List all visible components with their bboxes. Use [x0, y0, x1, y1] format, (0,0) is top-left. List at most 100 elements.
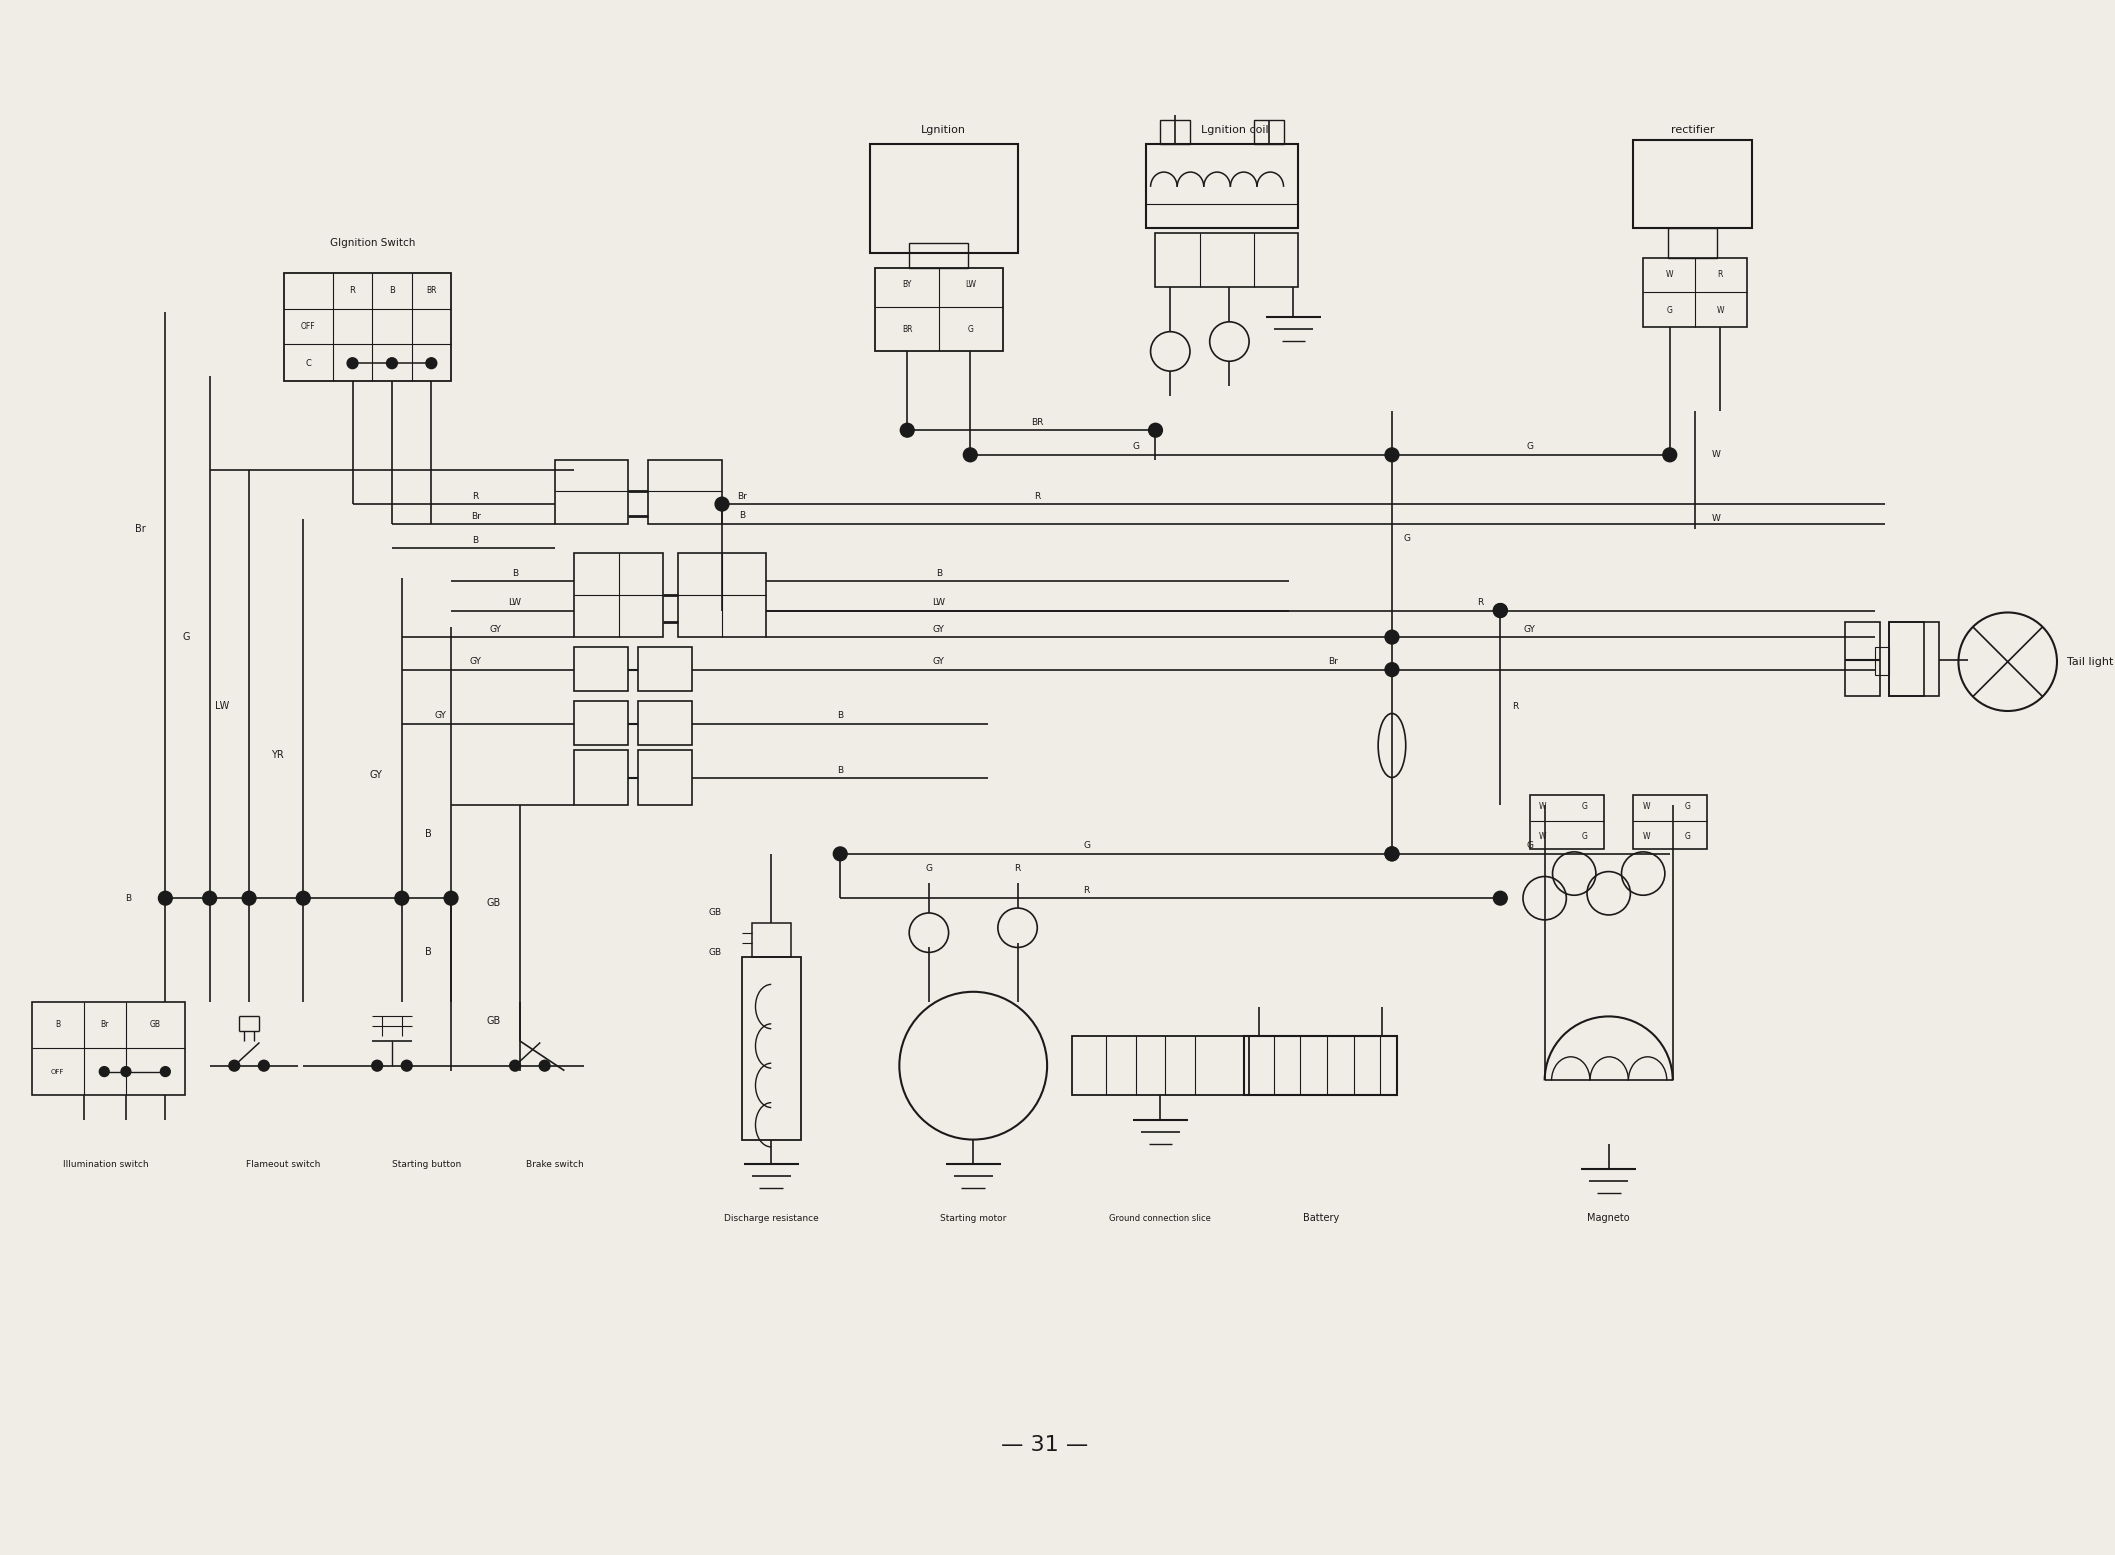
Text: Illumination switch: Illumination switch: [63, 1160, 148, 1169]
Bar: [1072, 1036, 1250, 1095]
Text: GY: GY: [434, 712, 446, 720]
Text: B: B: [838, 765, 844, 774]
Bar: [869, 145, 1017, 253]
Text: B: B: [935, 569, 941, 577]
Text: BR: BR: [425, 286, 436, 295]
Text: Tail light: Tail light: [2066, 656, 2113, 667]
Bar: [1889, 622, 1939, 697]
Circle shape: [372, 1061, 383, 1071]
Bar: [677, 554, 766, 638]
Circle shape: [1385, 847, 1398, 861]
Text: Starting motor: Starting motor: [939, 1214, 1007, 1222]
Bar: [573, 701, 628, 745]
Text: Flameout switch: Flameout switch: [245, 1160, 321, 1169]
Text: W: W: [1667, 271, 1673, 278]
Bar: [573, 751, 628, 804]
Text: G: G: [1527, 443, 1533, 451]
Circle shape: [510, 1061, 520, 1071]
Text: G: G: [967, 325, 973, 334]
Circle shape: [203, 891, 216, 905]
Text: OFF: OFF: [300, 322, 315, 331]
Text: LW: LW: [933, 599, 945, 606]
Text: G: G: [1684, 802, 1690, 812]
Text: GB: GB: [709, 908, 721, 917]
Text: G: G: [1527, 841, 1533, 851]
Text: G: G: [1684, 832, 1690, 841]
Circle shape: [1385, 847, 1398, 861]
Bar: [554, 460, 628, 524]
Text: Brake switch: Brake switch: [527, 1160, 584, 1169]
Text: Starting button: Starting button: [391, 1160, 461, 1169]
Text: R: R: [1015, 865, 1022, 874]
Text: B: B: [838, 712, 844, 720]
Text: R: R: [1083, 886, 1089, 894]
Bar: [1643, 258, 1747, 327]
Text: W: W: [1643, 832, 1650, 841]
Text: R: R: [1034, 491, 1041, 501]
Circle shape: [1493, 603, 1508, 617]
Text: rectifier: rectifier: [1671, 124, 1713, 135]
Text: GY: GY: [933, 658, 945, 666]
Text: G: G: [1582, 802, 1586, 812]
Text: Lgnition: Lgnition: [922, 124, 967, 135]
Circle shape: [161, 1067, 171, 1076]
Text: LW: LW: [964, 280, 975, 289]
Text: Magneto: Magneto: [1588, 1213, 1631, 1224]
Text: Br: Br: [135, 524, 146, 533]
Circle shape: [833, 847, 848, 861]
Text: — 31 —: — 31 —: [1000, 1435, 1089, 1455]
Text: B: B: [512, 569, 518, 577]
Text: W: W: [1713, 451, 1722, 459]
Text: Ground connection slice: Ground connection slice: [1110, 1214, 1212, 1222]
Bar: [639, 701, 692, 745]
Circle shape: [396, 891, 408, 905]
Text: B: B: [738, 512, 744, 521]
Bar: [876, 267, 1003, 351]
Circle shape: [99, 1067, 110, 1076]
Text: B: B: [55, 1020, 61, 1029]
Bar: [1254, 120, 1284, 145]
Text: G: G: [182, 631, 190, 642]
Text: GY: GY: [933, 625, 945, 634]
Circle shape: [228, 1061, 239, 1071]
Text: G: G: [1083, 841, 1089, 851]
Circle shape: [121, 1067, 131, 1076]
Circle shape: [1493, 603, 1508, 617]
Circle shape: [402, 1061, 412, 1071]
Text: GY: GY: [1525, 625, 1535, 634]
Circle shape: [296, 891, 311, 905]
Text: Lgnition coil: Lgnition coil: [1201, 124, 1269, 135]
Text: B: B: [472, 536, 478, 546]
Text: BR: BR: [1032, 418, 1043, 426]
Bar: [573, 554, 662, 638]
Circle shape: [962, 448, 977, 462]
Circle shape: [1385, 630, 1398, 644]
Text: GY: GY: [489, 625, 501, 634]
Bar: [1146, 145, 1299, 229]
Text: Br: Br: [736, 491, 747, 501]
Text: W: W: [1540, 832, 1546, 841]
Bar: [639, 647, 692, 692]
Circle shape: [425, 358, 438, 369]
Bar: [1161, 120, 1191, 145]
Bar: [32, 1001, 184, 1095]
Text: Br: Br: [99, 1020, 108, 1029]
Text: Discharge resistance: Discharge resistance: [723, 1214, 819, 1222]
Text: C: C: [305, 359, 311, 367]
Circle shape: [243, 891, 256, 905]
Text: W: W: [1713, 515, 1722, 524]
Text: R: R: [1512, 701, 1519, 711]
Bar: [1844, 622, 1880, 697]
Bar: [1633, 795, 1707, 849]
Bar: [1889, 622, 1925, 697]
Text: BR: BR: [901, 325, 912, 334]
Text: R: R: [472, 491, 478, 501]
Bar: [1633, 140, 1751, 229]
Bar: [742, 958, 802, 1140]
Circle shape: [1385, 448, 1398, 462]
Text: G: G: [1132, 443, 1140, 451]
Circle shape: [1493, 891, 1508, 905]
Bar: [1874, 647, 1889, 675]
Text: G: G: [1404, 533, 1411, 543]
Bar: [647, 460, 721, 524]
